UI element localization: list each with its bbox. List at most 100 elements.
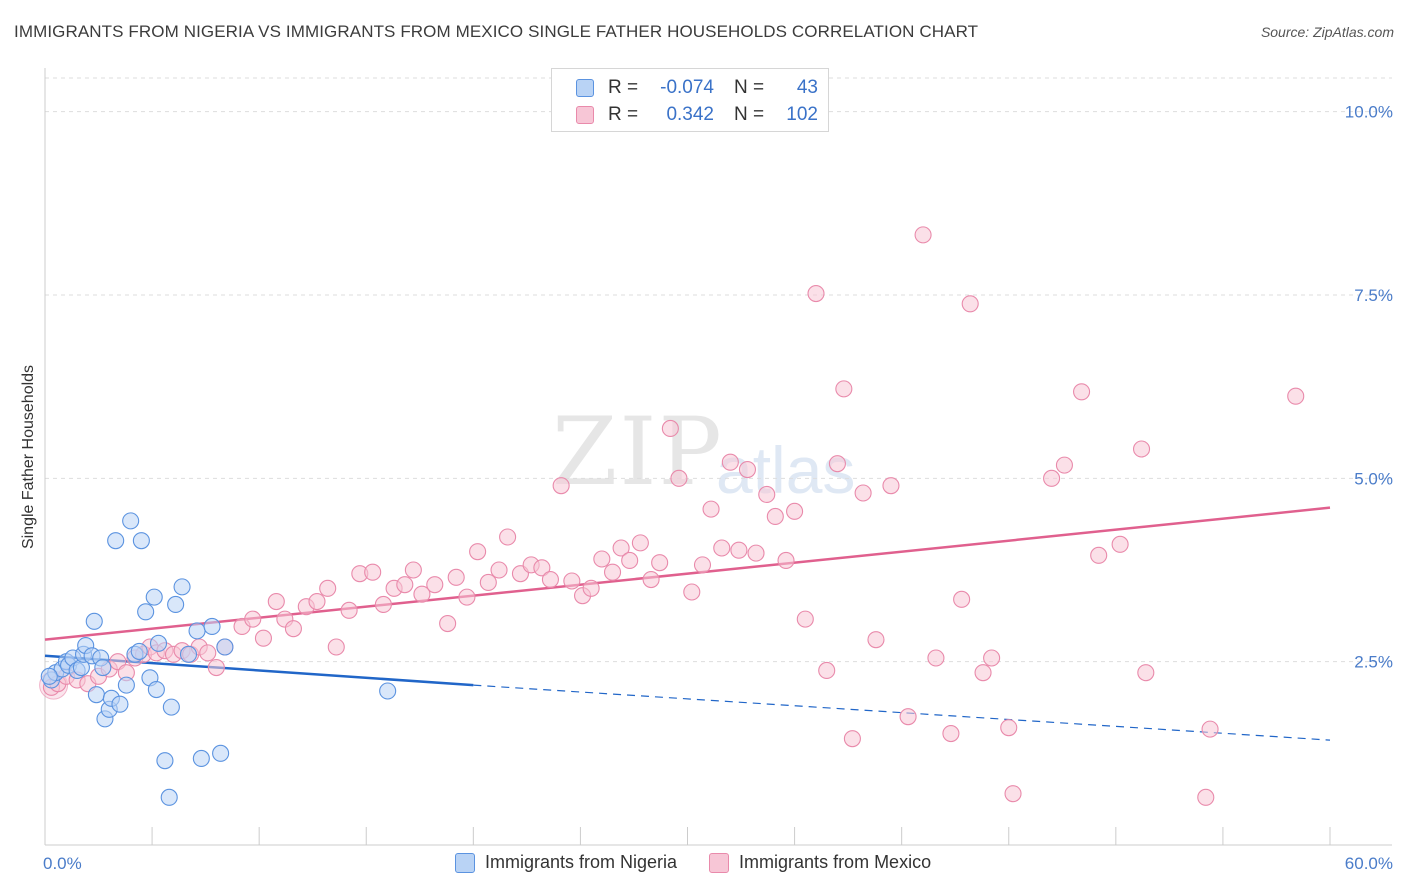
data-point-nigeria	[188, 622, 206, 640]
data-point-mexico	[953, 590, 971, 608]
data-point-mexico	[308, 592, 326, 611]
data-point-mexico	[974, 664, 992, 682]
data-point-mexico	[1137, 664, 1155, 682]
legend-item-mexico[interactable]: Immigrants from Mexico	[709, 852, 931, 873]
data-point-nigeria	[137, 603, 155, 621]
data-point-mexico	[426, 576, 444, 594]
data-point-mexico	[621, 551, 639, 570]
data-point-mexico	[563, 572, 581, 590]
legend-swatch-nigeria	[455, 852, 475, 873]
data-point-mexico	[340, 601, 358, 619]
data-point-mexico	[612, 539, 630, 557]
data-point-mexico	[404, 561, 422, 579]
data-point-nigeria	[156, 752, 174, 770]
data-point-mexico	[1201, 720, 1219, 738]
data-point-mexico	[983, 649, 1001, 667]
data-point-mexico	[469, 543, 487, 561]
x-tick-label-min: 0.0%	[43, 854, 82, 873]
data-point-mexico	[807, 284, 825, 303]
legend-r-value: 0.342	[666, 104, 714, 125]
data-point-nigeria	[167, 595, 185, 614]
data-point-mexico	[642, 570, 660, 589]
data-point-mexico	[552, 477, 570, 495]
data-point-mexico	[1000, 719, 1018, 737]
legend-swatch-nigeria	[576, 79, 594, 97]
legend-row-mexico: R = 0.342 N = 102	[576, 104, 818, 126]
data-point-mexico	[254, 629, 273, 647]
data-point-mexico	[766, 507, 784, 526]
data-point-mexico	[713, 539, 731, 557]
data-point-mexico	[747, 544, 765, 562]
data-point-mexico	[777, 551, 795, 570]
data-point-mexico	[396, 576, 414, 594]
legend-row-nigeria: R = -0.074 N = 43	[576, 77, 818, 99]
data-point-nigeria	[117, 676, 135, 694]
data-point-mexico	[439, 614, 457, 633]
data-point-nigeria	[179, 645, 198, 663]
data-point-mexico	[961, 295, 979, 313]
data-point-mexico	[374, 595, 392, 614]
data-point-nigeria	[160, 788, 178, 806]
data-point-nigeria	[87, 686, 105, 704]
points-mexico	[39, 226, 1305, 806]
data-point-mexico	[818, 661, 836, 680]
data-point-nigeria	[111, 695, 129, 713]
legend-n-label: N =	[734, 104, 765, 125]
source-label: Source: ZipAtlas.com	[1260, 24, 1394, 40]
data-point-nigeria	[212, 744, 230, 762]
legend-label-nigeria: Immigrants from Nigeria	[485, 852, 678, 872]
data-point-mexico	[199, 644, 217, 662]
data-point-mexico	[319, 579, 337, 597]
chart-title: IMMIGRANTS FROM NIGERIA VS IMMIGRANTS FR…	[14, 22, 979, 41]
legend-n-value: 102	[786, 104, 818, 125]
data-point-nigeria	[94, 658, 112, 677]
data-point-mexico	[835, 380, 853, 398]
data-point-mexico	[1004, 785, 1022, 803]
data-point-mexico	[738, 460, 757, 479]
trend-line-nigeria-extrapolated	[473, 684, 1331, 741]
data-point-mexico	[942, 724, 960, 743]
correlation-legend: R = -0.074 N = 43 R = 0.342 N = 102	[551, 68, 829, 132]
data-point-mexico	[1111, 535, 1129, 553]
data-point-mexico	[207, 658, 225, 677]
data-point-mexico	[533, 559, 551, 577]
data-point-mexico	[702, 500, 720, 518]
data-point-mexico	[882, 477, 900, 495]
data-point-mexico	[413, 585, 431, 603]
legend-swatch-mexico	[709, 852, 730, 873]
axes	[44, 68, 1392, 846]
data-point-mexico	[447, 568, 465, 586]
legend-item-nigeria[interactable]: Immigrants from Nigeria	[455, 852, 677, 873]
data-point-mexico	[1287, 387, 1305, 405]
data-point-mexico	[541, 570, 559, 589]
data-point-mexico	[693, 556, 712, 574]
data-point-mexico	[327, 638, 345, 656]
points-nigeria	[40, 512, 397, 806]
data-point-mexico	[284, 620, 302, 638]
data-point-mexico	[244, 610, 262, 628]
legend-r-label: R =	[608, 77, 639, 98]
x-tick-labels: 0.0% 60.0%	[43, 854, 1393, 873]
data-point-nigeria	[173, 578, 191, 596]
data-point-mexico	[661, 419, 679, 438]
data-point-nigeria	[162, 698, 180, 716]
data-point-mexico	[899, 708, 917, 726]
data-point-mexico	[458, 588, 476, 606]
data-point-mexico	[867, 631, 885, 649]
data-point-mexico	[603, 563, 622, 581]
y-tick-label: 10.0%	[1345, 103, 1393, 122]
legend-r-label: R =	[608, 104, 639, 125]
data-point-mexico	[927, 649, 945, 667]
legend-n-label: N =	[734, 77, 765, 98]
data-point-mexico	[796, 610, 814, 628]
series-legend: Immigrants from Nigeria Immigrants from …	[455, 852, 963, 873]
data-point-mexico	[1055, 456, 1073, 474]
gridlines	[45, 77, 1392, 663]
data-point-mexico	[730, 541, 748, 559]
data-point-mexico	[1043, 469, 1061, 487]
data-point-mexico	[1197, 788, 1215, 806]
data-point-mexico	[479, 573, 497, 592]
data-point-nigeria	[40, 667, 58, 685]
legend-swatch-mexico	[576, 106, 594, 124]
